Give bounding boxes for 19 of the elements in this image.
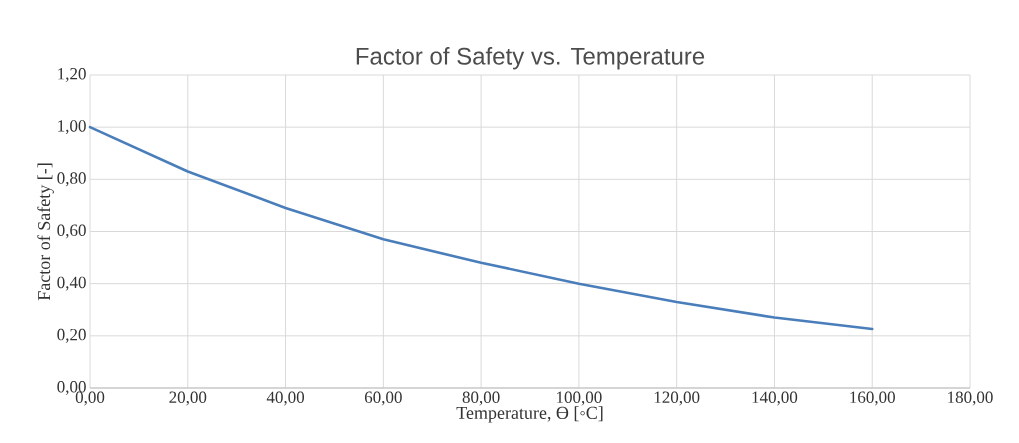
chart-title: Factor of Safety vs. Temperature bbox=[356, 47, 705, 70]
x-tick-label: 80,00 bbox=[462, 391, 500, 406]
x-axis-title: Temperature, ϴ [◦C] bbox=[456, 406, 603, 423]
x-tick-label: 120,00 bbox=[654, 391, 700, 406]
y-tick-label: 0,40 bbox=[57, 276, 86, 291]
x-tick-label: 40,00 bbox=[266, 391, 305, 406]
x-tick-label: 20,00 bbox=[169, 391, 207, 406]
y-tick-label: 0,60 bbox=[57, 224, 86, 239]
x-tick-label: 60,00 bbox=[364, 391, 402, 406]
y-axis-title: Factor of Safety [-] bbox=[37, 163, 54, 301]
line-series bbox=[88, 125, 874, 331]
x-tick-label: 100,00 bbox=[557, 391, 602, 406]
x-tick-label: 180,00 bbox=[948, 391, 993, 406]
y-tick-label: 0,20 bbox=[57, 328, 86, 343]
x-tick-label: 140,00 bbox=[752, 391, 798, 406]
y-tick-label: 0,80 bbox=[57, 172, 86, 187]
y-tick-label: 1,20 bbox=[58, 68, 86, 82]
x-tick-label: 160,00 bbox=[850, 391, 895, 406]
y-tick-label: 1,00 bbox=[58, 120, 86, 135]
